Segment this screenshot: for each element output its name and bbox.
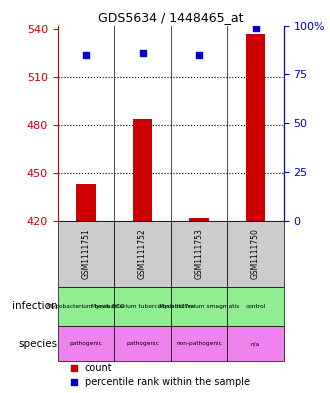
Point (196, 52, 202, 58)
Text: GSM1111751: GSM1111751 (82, 229, 90, 279)
Bar (227, 221, 284, 286)
Text: control: control (246, 304, 266, 309)
Bar (246, 33, 265, 221)
Bar (114, 221, 171, 286)
Bar (171, 326, 227, 361)
Text: n/a: n/a (251, 341, 260, 346)
Bar (76, 184, 96, 221)
Bar (227, 286, 284, 326)
Text: pathogenic: pathogenic (70, 341, 102, 346)
Text: Mycobacterium smegmatis: Mycobacterium smegmatis (159, 304, 239, 309)
Text: pathogenic: pathogenic (126, 341, 159, 346)
Bar (227, 326, 284, 361)
Bar (133, 119, 152, 221)
Text: Mycobacterium tuberculosis H37ra: Mycobacterium tuberculosis H37ra (91, 304, 194, 309)
Point (253, 24, 258, 31)
Point (140, 50, 145, 56)
Text: non-pathogenic: non-pathogenic (176, 341, 222, 346)
Text: GSM1111753: GSM1111753 (194, 228, 204, 279)
Text: GSM1111752: GSM1111752 (138, 229, 147, 279)
Bar (114, 286, 171, 326)
Text: Mycobacterium bovis BCG: Mycobacterium bovis BCG (47, 304, 125, 309)
Bar (171, 286, 227, 326)
Text: count: count (85, 363, 113, 373)
Bar (189, 218, 209, 221)
Title: GDS5634 / 1448465_at: GDS5634 / 1448465_at (98, 11, 244, 24)
Bar (171, 221, 227, 286)
Bar (58, 326, 114, 361)
Bar (58, 286, 114, 326)
Point (71, 379, 76, 385)
Text: percentile rank within the sample: percentile rank within the sample (85, 377, 250, 387)
Text: GSM1111750: GSM1111750 (251, 228, 260, 279)
Text: infection: infection (12, 301, 58, 311)
Bar (114, 326, 171, 361)
Bar (58, 221, 114, 286)
Point (83, 52, 89, 58)
Text: species: species (18, 339, 58, 349)
Point (71, 365, 76, 371)
